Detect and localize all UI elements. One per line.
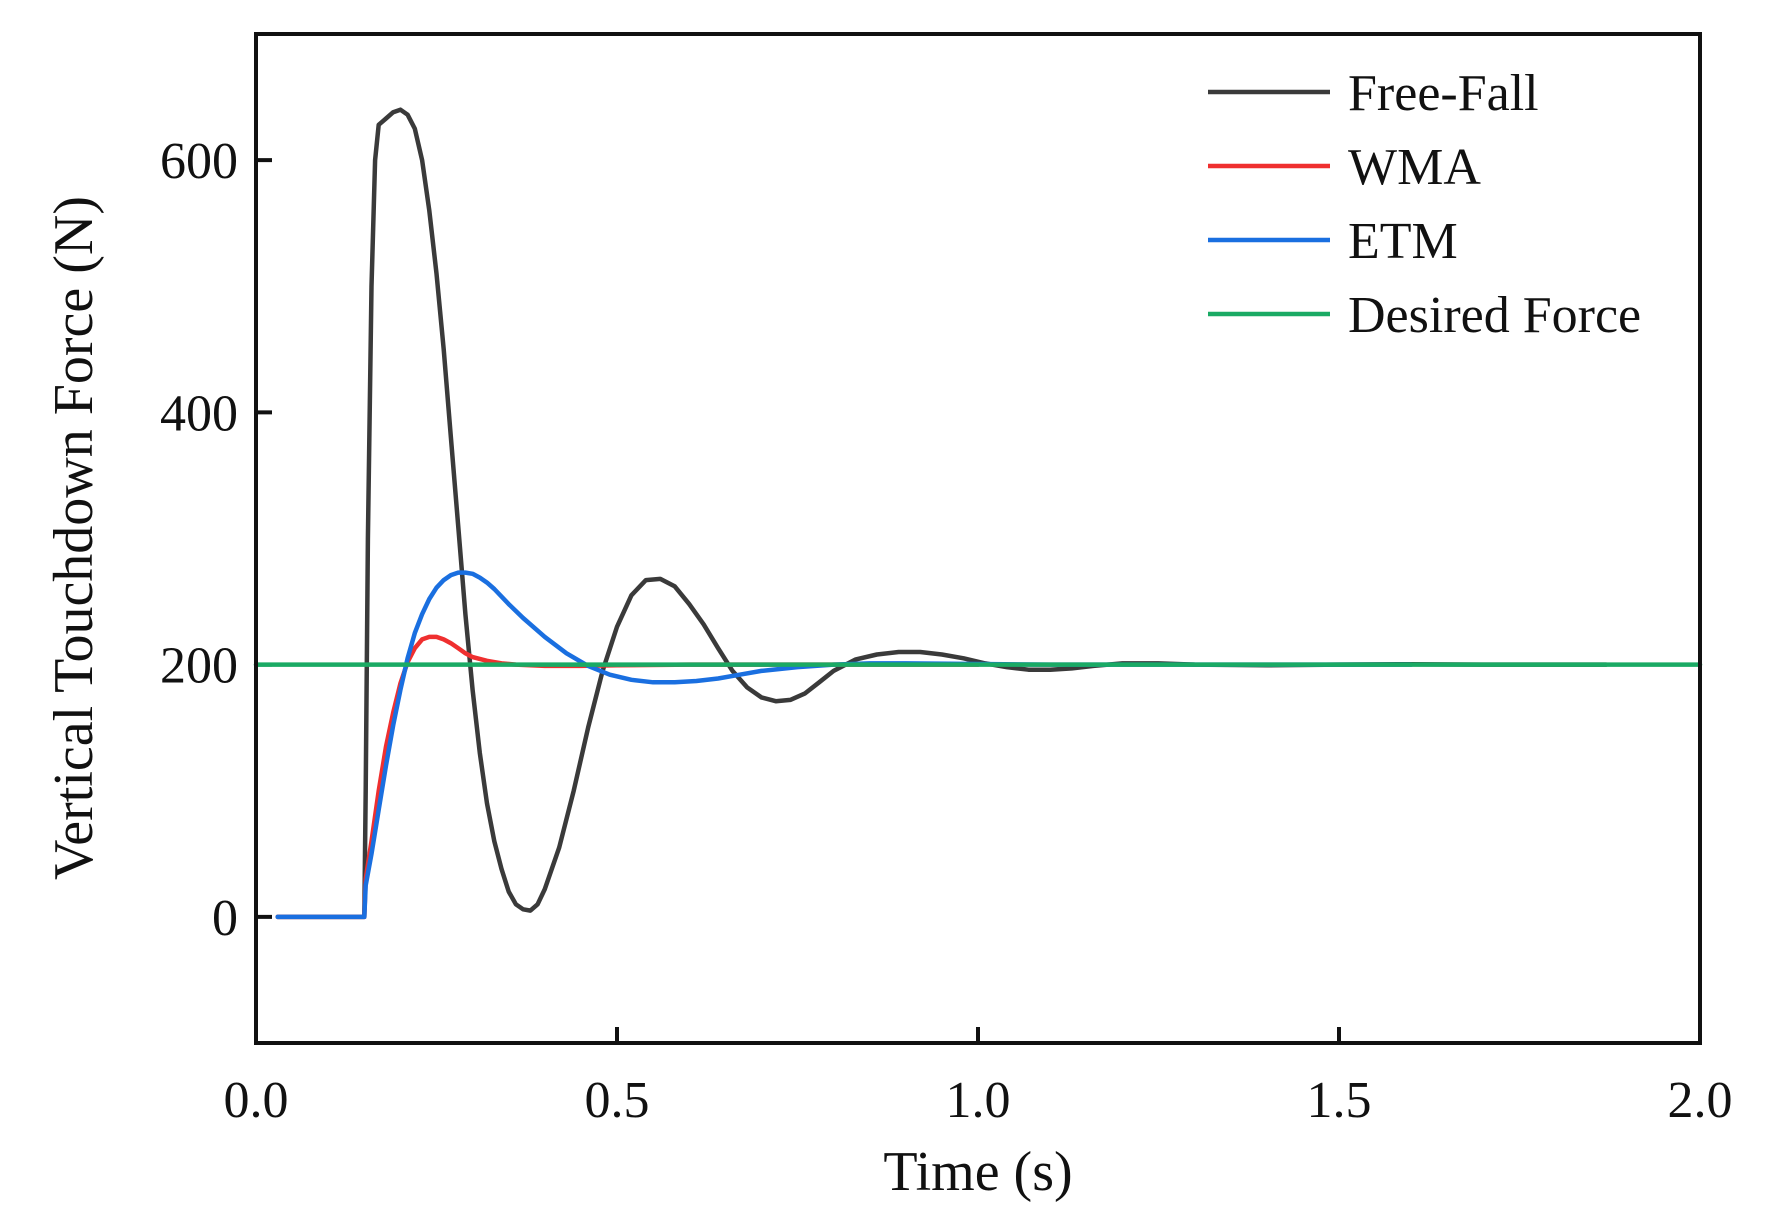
legend: Free-Fall WMA ETM Desired Force <box>1208 65 1641 344</box>
legend-label: WMA <box>1348 139 1481 196</box>
x-axis-title: Time (s) <box>883 1141 1072 1203</box>
y-tick-label: 400 <box>160 385 238 442</box>
legend-label: Desired Force <box>1348 287 1641 344</box>
y-tick-label: 0 <box>212 890 238 947</box>
ticks-layer: 0.0 0.5 1.0 1.5 2.0 0 200 400 600 <box>160 133 1733 1129</box>
legend-item-desired-force: Desired Force <box>1208 287 1641 344</box>
plot-frame <box>254 32 1702 1045</box>
series-line-free-fall <box>275 107 1609 920</box>
legend-item-wma: WMA <box>1208 139 1481 196</box>
y-axis-title: Vertical Touchdown Force (N) <box>43 196 105 880</box>
x-tick-label: 1.0 <box>946 1072 1011 1129</box>
x-tick-label: 2.0 <box>1668 1072 1733 1129</box>
legend-label: Free-Fall <box>1348 65 1539 122</box>
x-tick-label: 0.0 <box>224 1072 289 1129</box>
y-tick-label: 600 <box>160 133 238 190</box>
series-line-etm <box>275 570 1414 920</box>
series-layer <box>253 107 1703 920</box>
x-tick-label: 1.5 <box>1307 1072 1372 1129</box>
legend-label: ETM <box>1348 213 1458 270</box>
legend-item-free-fall: Free-Fall <box>1208 65 1539 122</box>
y-tick-label: 200 <box>160 638 238 695</box>
legend-item-etm: ETM <box>1208 213 1458 270</box>
x-tick-label: 0.5 <box>585 1072 650 1129</box>
